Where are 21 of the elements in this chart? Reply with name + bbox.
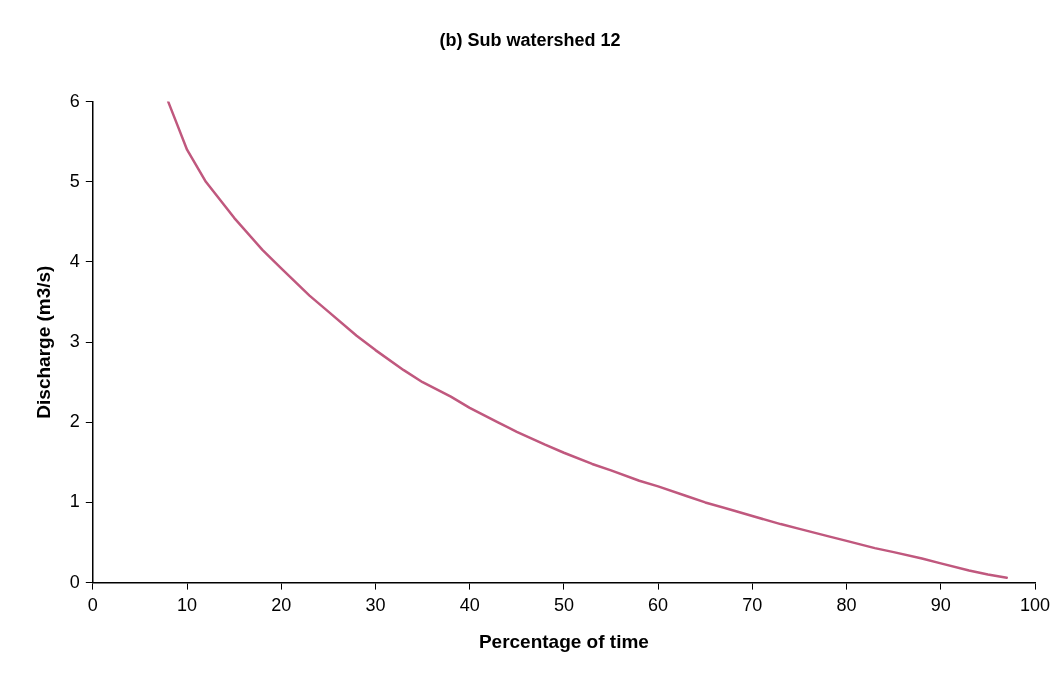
- x-axis-title: Percentage of time: [478, 630, 649, 652]
- x-tick-label: 100: [1019, 595, 1051, 616]
- x-tick-label: 80: [836, 595, 857, 616]
- y-tick-label: 3: [69, 331, 80, 352]
- x-tick-label: 70: [742, 595, 763, 616]
- y-tick-label: 5: [69, 170, 80, 191]
- x-tick-label: 50: [553, 595, 574, 616]
- y-tick-label: 0: [69, 571, 80, 592]
- x-tick-label: 10: [177, 595, 198, 616]
- y-axis-title: Discharge (m3/s): [32, 265, 54, 419]
- y-tick-label: 2: [69, 411, 80, 432]
- y-tick-label: 4: [69, 250, 80, 271]
- chart-title: (b) Sub watershed 12: [439, 29, 621, 50]
- x-tick-label: 60: [648, 595, 669, 616]
- x-tick-label: 0: [87, 595, 98, 616]
- x-tick-label: 40: [459, 595, 480, 616]
- y-tick-label: 6: [69, 90, 80, 111]
- y-tick-label: 1: [69, 491, 80, 512]
- x-tick-label: 90: [930, 595, 951, 616]
- x-tick-label: 30: [365, 595, 386, 616]
- x-tick-label: 20: [271, 595, 292, 616]
